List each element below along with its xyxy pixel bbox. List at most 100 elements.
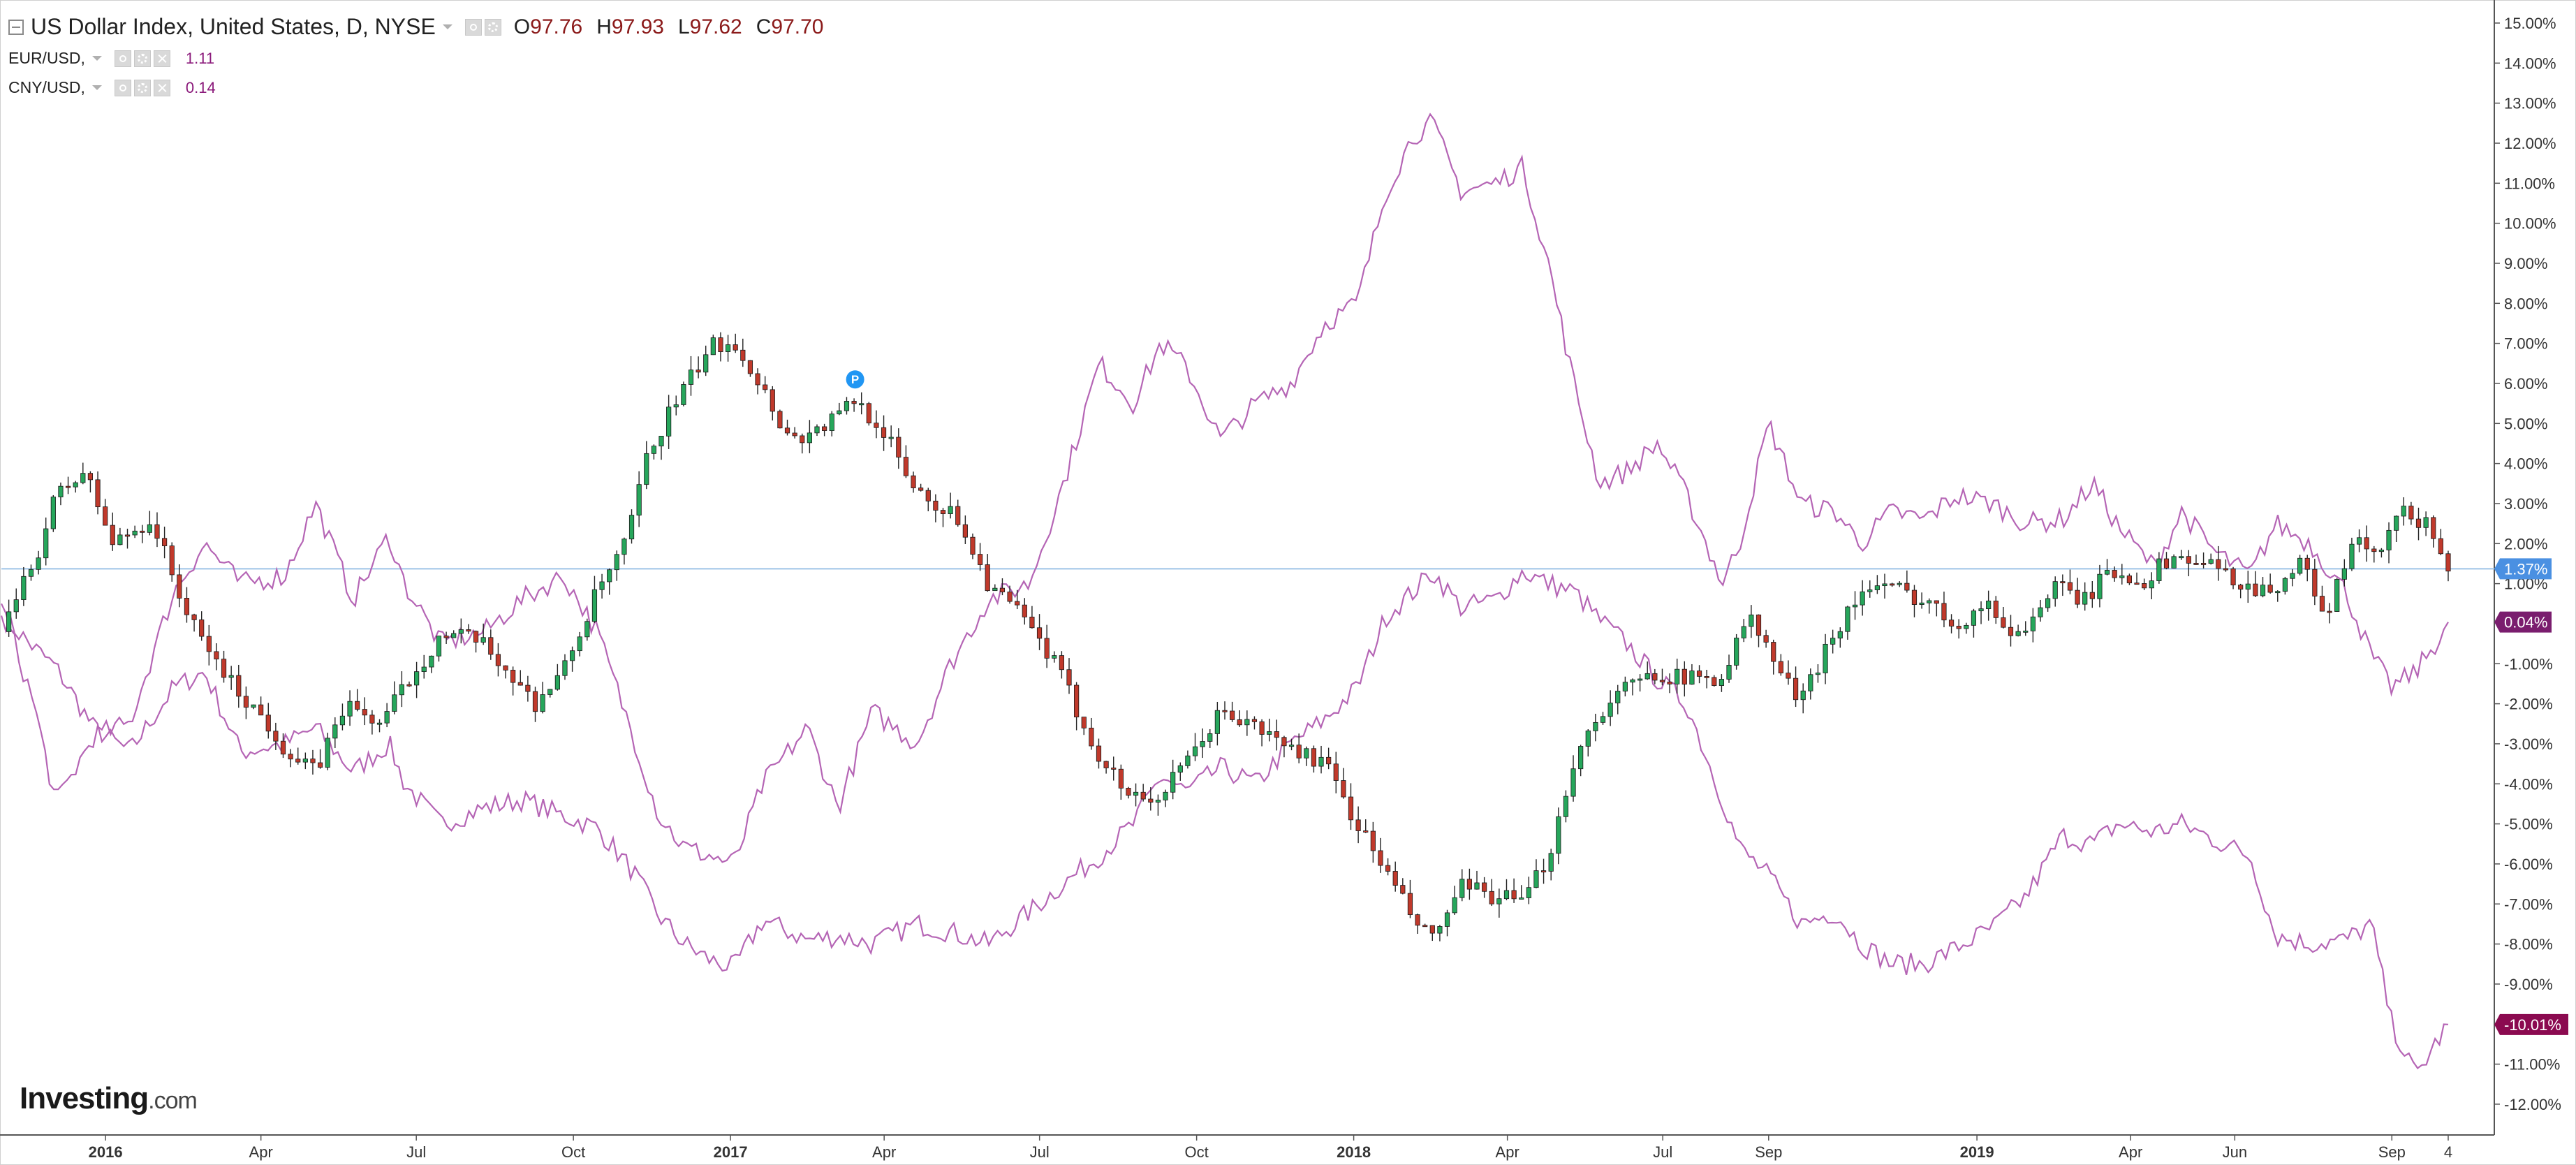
ohlc-open: O97.76 <box>513 15 583 38</box>
candle-body <box>1074 684 1080 718</box>
study-value-eurusd: 1.11 <box>185 49 215 67</box>
candle-body <box>1837 631 1843 639</box>
candle-body <box>837 410 842 415</box>
close-icon[interactable] <box>153 50 170 67</box>
candle-body <box>228 675 234 678</box>
candle-body <box>1422 925 1428 928</box>
candle-body <box>503 665 508 671</box>
candle-body <box>1763 635 1769 643</box>
candle-body <box>1540 870 1547 872</box>
candle-body <box>177 574 182 599</box>
candle-body <box>2408 506 2414 520</box>
candle-body <box>2394 515 2399 531</box>
candle-body <box>1148 798 1154 803</box>
candle-body <box>1712 677 1717 686</box>
candle-body <box>1511 890 1517 900</box>
candle-body <box>829 413 834 431</box>
eye-icon[interactable] <box>114 79 131 96</box>
candle-body <box>1941 603 1947 621</box>
candle-body <box>2060 581 2066 584</box>
candle-body <box>1756 614 1762 636</box>
close-icon[interactable] <box>153 79 170 96</box>
candle-body <box>2112 570 2117 578</box>
candle-body <box>2200 563 2207 565</box>
candle-body <box>851 401 857 404</box>
candle-body <box>2134 582 2140 585</box>
candle-body <box>1548 853 1554 872</box>
candle-body <box>2297 557 2303 574</box>
x-tick-label: Oct <box>1185 1143 1209 1161</box>
investing-logo: Investing.com <box>20 1081 198 1115</box>
y-tick-label: 6.00% <box>2504 375 2547 393</box>
y-tick-label: 10.00% <box>2504 215 2556 233</box>
candle-body <box>1734 638 1739 666</box>
candle-body <box>429 655 434 668</box>
y-tick-label: 4.00% <box>2504 455 2547 473</box>
candle-body <box>2290 573 2295 579</box>
candle-body <box>1911 589 1918 605</box>
candle-body <box>725 344 731 352</box>
chevron-down-icon[interactable] <box>442 24 452 29</box>
candle-body <box>265 715 271 732</box>
candle-body <box>1793 677 1799 701</box>
x-tick-label: Apr <box>2119 1143 2142 1161</box>
candle-body <box>2186 556 2191 564</box>
candle-body <box>1230 710 1235 720</box>
study-legend-cnyusd: CNY/USD, 0.14 <box>8 78 216 97</box>
candle-body <box>1007 592 1013 602</box>
candle-body <box>1778 661 1783 674</box>
collapse-legend-button[interactable] <box>8 19 24 35</box>
candle-body <box>1726 665 1732 680</box>
candle-body <box>355 701 360 710</box>
candle-body <box>2008 627 2014 636</box>
candle-body <box>940 510 946 514</box>
candle-body <box>1081 717 1087 728</box>
y-tick-label: 12.00% <box>2504 135 2556 152</box>
candle-body <box>1459 879 1465 898</box>
candle-body <box>1986 601 1992 609</box>
candle-body <box>1341 780 1346 798</box>
candle-body <box>1867 589 1873 592</box>
chevron-down-icon[interactable] <box>91 56 102 61</box>
candle-body <box>925 490 931 501</box>
eye-icon[interactable] <box>464 18 482 36</box>
y-tick-label: 15.00% <box>2504 15 2556 32</box>
candle-body <box>1830 638 1836 645</box>
candle-body <box>2216 559 2221 569</box>
candle-body <box>2327 610 2332 613</box>
gear-icon[interactable] <box>484 18 501 36</box>
candle-body <box>933 500 939 511</box>
candle-body <box>1637 678 1643 681</box>
candle-body <box>710 337 716 356</box>
gear-icon[interactable] <box>133 79 151 96</box>
eye-icon[interactable] <box>114 50 131 67</box>
candle-body <box>2423 517 2429 528</box>
candle-body <box>243 696 249 708</box>
candle-body <box>999 587 1006 592</box>
x-tick-label: Jul <box>406 1143 426 1161</box>
candle-body <box>1526 887 1531 898</box>
candle-body <box>1096 745 1102 762</box>
candle-body <box>2015 631 2021 636</box>
chevron-down-icon[interactable] <box>91 85 102 90</box>
candle-body <box>918 488 924 491</box>
candle-body <box>866 403 871 424</box>
candle-body <box>458 629 464 634</box>
candle-body <box>814 426 820 434</box>
candle-body <box>636 484 642 516</box>
candle-body <box>1429 925 1435 934</box>
candle-body <box>532 691 538 712</box>
candle-body <box>1378 850 1383 866</box>
candle-body <box>2238 585 2244 590</box>
gear-icon[interactable] <box>133 50 151 67</box>
candle-body <box>2386 529 2392 550</box>
candle-body <box>161 538 168 546</box>
candle-body <box>1066 669 1072 686</box>
candle-body <box>2089 592 2095 599</box>
candle-body <box>807 432 812 444</box>
series-line-cnyusd <box>1 112 2449 863</box>
candle-body <box>784 427 790 434</box>
candle-body <box>1370 830 1376 851</box>
candle-body <box>2230 569 2236 585</box>
